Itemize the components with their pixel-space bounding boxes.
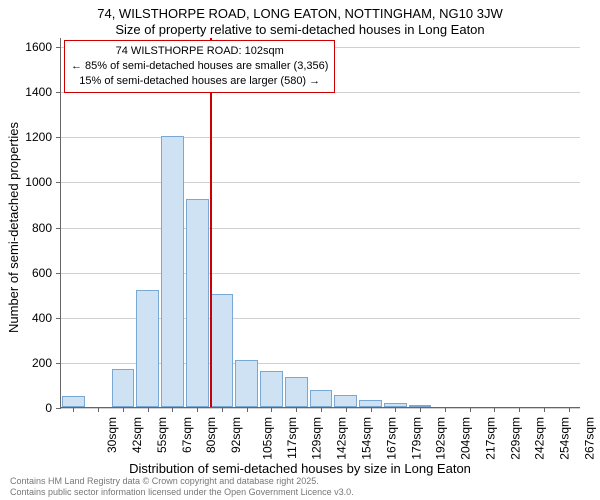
- title-line-1: 74, WILSTHORPE ROAD, LONG EATON, NOTTING…: [0, 6, 600, 22]
- xtick-label: 30sqm: [105, 417, 119, 453]
- histogram-bar: [235, 360, 258, 407]
- xtick-mark: [197, 407, 198, 412]
- ytick-mark: [56, 47, 61, 48]
- xtick-label: 105sqm: [261, 417, 275, 460]
- ytick-mark: [56, 408, 61, 409]
- ytick-label: 600: [8, 266, 52, 280]
- xtick-label: 267sqm: [583, 417, 597, 460]
- xtick-label: 179sqm: [409, 417, 423, 460]
- xtick-mark: [420, 407, 421, 412]
- xtick-mark: [395, 407, 396, 412]
- xtick-mark: [321, 407, 322, 412]
- xtick-mark: [544, 407, 545, 412]
- ytick-label: 0: [8, 401, 52, 415]
- xtick-mark: [569, 407, 570, 412]
- title-line-2: Size of property relative to semi-detach…: [0, 22, 600, 38]
- reference-marker-line: [210, 38, 212, 407]
- xtick-mark: [346, 407, 347, 412]
- xtick-mark: [73, 407, 74, 412]
- ytick-label: 1600: [8, 40, 52, 54]
- x-axis-label: Distribution of semi-detached houses by …: [0, 461, 600, 476]
- plot-area: [60, 38, 580, 408]
- histogram-bar: [285, 377, 308, 407]
- histogram-bar: [112, 369, 135, 407]
- ytick-label: 800: [8, 221, 52, 235]
- xtick-mark: [519, 407, 520, 412]
- xtick-mark: [172, 407, 173, 412]
- xtick-label: 55sqm: [155, 417, 169, 453]
- xtick-mark: [494, 407, 495, 412]
- ytick-mark: [56, 318, 61, 319]
- ytick-label: 200: [8, 356, 52, 370]
- title-block: 74, WILSTHORPE ROAD, LONG EATON, NOTTING…: [0, 6, 600, 39]
- xtick-mark: [271, 407, 272, 412]
- histogram-bar: [62, 396, 85, 407]
- xtick-mark: [371, 407, 372, 412]
- xtick-label: 204sqm: [459, 417, 473, 460]
- xtick-mark: [470, 407, 471, 412]
- xtick-label: 192sqm: [434, 417, 448, 460]
- gridline: [61, 273, 580, 274]
- xtick-label: 80sqm: [204, 417, 218, 453]
- histogram-bar: [136, 290, 159, 407]
- xtick-label: 117sqm: [285, 417, 299, 459]
- xtick-label: 42sqm: [130, 417, 144, 453]
- xtick-label: 92sqm: [229, 417, 243, 453]
- ytick-label: 1200: [8, 130, 52, 144]
- xtick-label: 142sqm: [335, 417, 349, 460]
- annotation-line-1: 74 WILSTHORPE ROAD: 102sqm: [71, 44, 328, 59]
- histogram-bar: [334, 395, 357, 407]
- gridline: [61, 182, 580, 183]
- xtick-mark: [98, 407, 99, 412]
- annotation-line-3: 15% of semi-detached houses are larger (…: [71, 74, 328, 89]
- xtick-mark: [123, 407, 124, 412]
- histogram-bar: [359, 400, 382, 407]
- xtick-label: 242sqm: [533, 417, 547, 460]
- footer-line-1: Contains HM Land Registry data © Crown c…: [10, 476, 354, 487]
- histogram-bar: [161, 136, 184, 407]
- xtick-label: 154sqm: [360, 417, 374, 460]
- histogram-bar: [211, 294, 234, 407]
- footer-line-2: Contains public sector information licen…: [10, 487, 354, 498]
- ytick-label: 400: [8, 311, 52, 325]
- ytick-mark: [56, 363, 61, 364]
- ytick-mark: [56, 137, 61, 138]
- gridline: [61, 137, 580, 138]
- xtick-label: 67sqm: [180, 417, 194, 453]
- ytick-mark: [56, 182, 61, 183]
- annotation-box: 74 WILSTHORPE ROAD: 102sqm ← 85% of semi…: [64, 40, 335, 93]
- ytick-mark: [56, 228, 61, 229]
- xtick-label: 229sqm: [508, 417, 522, 460]
- xtick-label: 254sqm: [558, 417, 572, 460]
- footer-attribution: Contains HM Land Registry data © Crown c…: [10, 476, 354, 499]
- histogram-bar: [310, 390, 333, 407]
- xtick-mark: [222, 407, 223, 412]
- xtick-label: 167sqm: [384, 417, 398, 460]
- ytick-mark: [56, 92, 61, 93]
- xtick-mark: [148, 407, 149, 412]
- xtick-label: 129sqm: [310, 417, 324, 460]
- xtick-label: 217sqm: [484, 417, 498, 460]
- gridline: [61, 228, 580, 229]
- ytick-label: 1400: [8, 85, 52, 99]
- annotation-line-2: ← 85% of semi-detached houses are smalle…: [71, 59, 328, 74]
- histogram-bar: [260, 371, 283, 407]
- xtick-mark: [247, 407, 248, 412]
- xtick-mark: [296, 407, 297, 412]
- xtick-mark: [445, 407, 446, 412]
- histogram-bar: [186, 199, 209, 407]
- ytick-label: 1000: [8, 175, 52, 189]
- ytick-mark: [56, 273, 61, 274]
